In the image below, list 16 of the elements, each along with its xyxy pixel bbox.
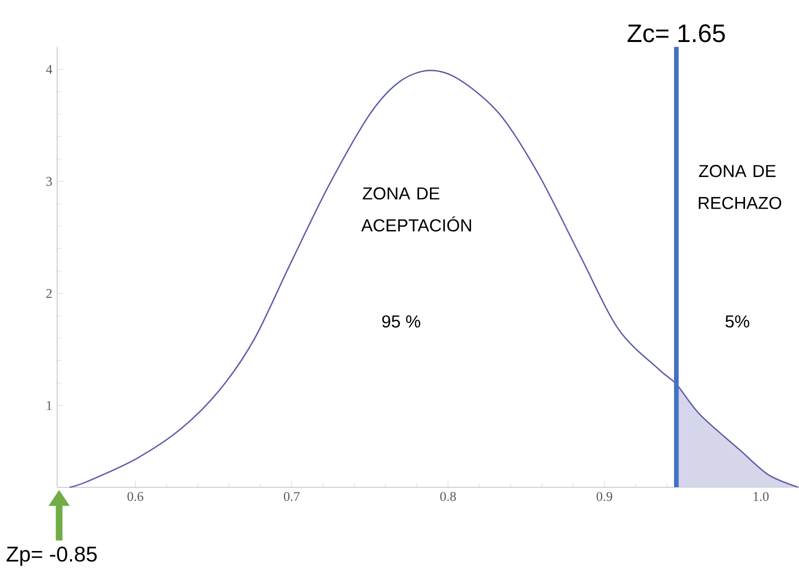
y-tick-label: 4 — [46, 64, 52, 74]
annotation: 95 % — [382, 315, 420, 328]
line-series — [68, 70, 799, 488]
y-tick-label: 1 — [46, 401, 52, 410]
annotation: ZONA DE RECHAZO — [698, 164, 782, 210]
x-tick-label: 0.9 — [596, 492, 612, 501]
annotation: 5% — [726, 315, 750, 328]
annotation: ZONA DE ACEPTACIÓN — [361, 187, 472, 232]
x-tick-label: 0.7 — [284, 492, 300, 501]
y-tick-label: 3 — [46, 176, 52, 186]
x-tick-label: 1.0 — [754, 492, 769, 501]
y-tick-label: 2 — [46, 288, 52, 298]
text: Zp= -0.85 — [6, 546, 97, 566]
x-tick-label: 0.6 — [127, 492, 144, 501]
x-tick-label: 0.8 — [440, 492, 456, 501]
text: Zc= 1.65 — [628, 24, 725, 42]
